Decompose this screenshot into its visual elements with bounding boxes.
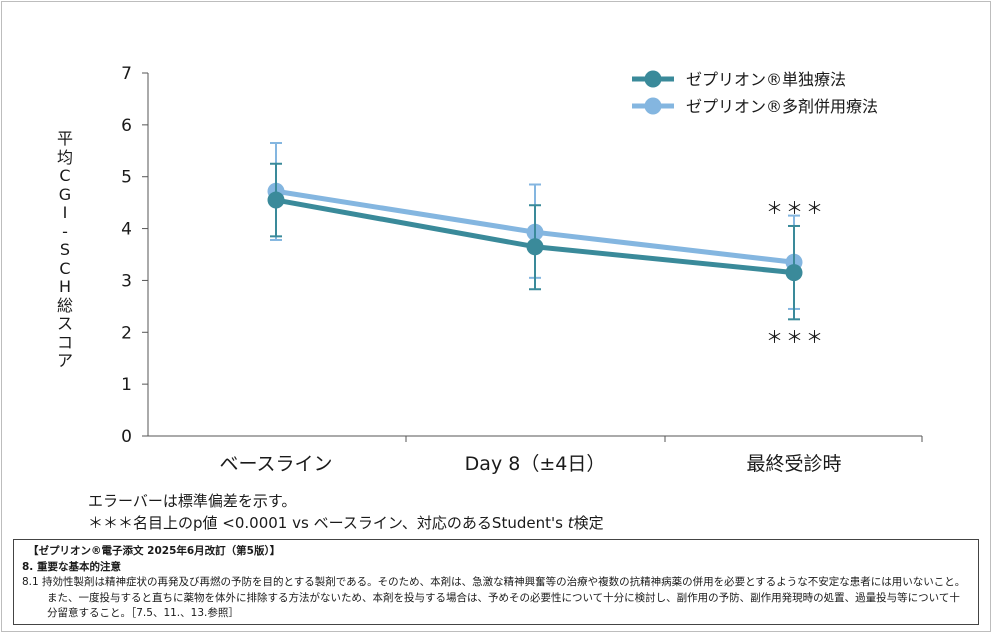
x-tick-label: 最終受診時 (746, 453, 841, 475)
y-tick-label: 6 (121, 116, 132, 136)
series-1 (267, 162, 803, 321)
legend-label: ゼプリオン®単独療法 (686, 70, 846, 89)
y-tick-label: 5 (121, 168, 132, 188)
package-insert-body: 8.1 持効性製剤は精神症状の再発及び再燃の予防を目的とする製剤である。そのため… (22, 576, 966, 619)
y-axis-label-char: C (59, 166, 71, 185)
significance-annotation: ＊＊＊ (766, 328, 826, 348)
y-axis-label-char: ス (56, 314, 73, 333)
y-tick-label: 1 (121, 375, 132, 395)
y-axis-label-char: ア (56, 351, 73, 370)
x-tick-label: Day 8（±4日） (465, 453, 606, 475)
y-axis-label-char: G (58, 184, 72, 204)
y-tick-label: 7 (121, 64, 132, 84)
y-axis-label-char: I (62, 203, 68, 222)
y-axis-label-char: 総 (56, 295, 73, 315)
y-tick-label: 2 (121, 323, 132, 343)
error-bar-note: エラーバーは標準偏差を示す。 (88, 492, 297, 510)
y-axis-label-char: 均 (56, 147, 73, 167)
line-chart: 0 1 2 3 4 5 6 7 ベースライン Day 8（±4日） 最終受診時 ＊＊＊ ＊＊＊ ゼプリオン… (121, 64, 923, 475)
y-axis-label-char: コ (56, 332, 73, 352)
package-insert-box: 【ゼプリオン®電子添文 2025年6月改訂（第5版）】 8. 重要な基本的注意 … (13, 539, 979, 625)
significance-note: ＊＊＊名目上のp値 <0.0001 vs ベースライン、対応のあるStudent… (88, 514, 604, 532)
data-point (785, 264, 803, 282)
x-tick-label: ベースライン (219, 453, 332, 475)
legend-marker (644, 70, 662, 88)
significance-annotation: ＊＊＊ (766, 199, 826, 219)
legend-marker (644, 97, 662, 115)
y-tick-label: 3 (121, 271, 132, 291)
y-axis-label-char: C (59, 258, 71, 278)
package-insert-title: 【ゼプリオン®電子添文 2025年6月改訂（第5版）】 (28, 545, 281, 557)
y-tick-label: 0 (121, 427, 132, 447)
data-point (526, 238, 544, 256)
y-axis-label-char: 平 (56, 129, 73, 148)
legend-label: ゼプリオン®多剤併用療法 (686, 97, 878, 116)
y-axis-label-char: S (59, 240, 71, 259)
data-point (267, 191, 285, 209)
y-axis-label-char: H (58, 277, 72, 296)
package-insert-section: 8. 重要な基本的注意 (22, 560, 121, 573)
y-axis-label-char: - (62, 221, 68, 241)
y-tick-label: 4 (121, 220, 132, 240)
